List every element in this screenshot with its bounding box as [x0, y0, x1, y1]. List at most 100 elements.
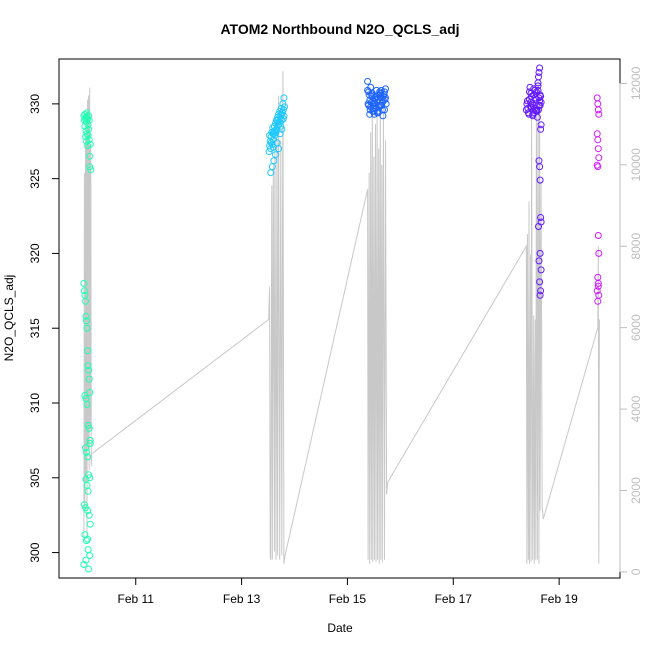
data-point [270, 157, 278, 165]
data-point [595, 110, 603, 118]
data-point [84, 507, 92, 515]
y-axis-left: 300 305 310 315 320 325 330 [28, 94, 60, 563]
data-point [86, 439, 94, 447]
data-point [529, 110, 537, 118]
data-point [86, 436, 94, 444]
data-point [594, 163, 602, 171]
y2-tick-label: 12000 [629, 66, 643, 100]
y-tick-label: 300 [28, 542, 42, 562]
data-point [381, 106, 388, 114]
data-point [278, 125, 286, 133]
data-point [528, 103, 536, 111]
data-point [85, 424, 93, 432]
data-point [86, 152, 94, 160]
data-point [83, 324, 91, 332]
data-point [536, 176, 544, 184]
data-point [85, 366, 93, 374]
data-point [277, 122, 285, 130]
y-tick-label: 325 [28, 168, 42, 188]
data-points-layer [80, 64, 603, 573]
data-point [593, 130, 601, 138]
data-point [594, 106, 602, 114]
data-point [365, 91, 373, 99]
data-point [84, 347, 92, 355]
data-point [536, 278, 544, 286]
data-point [536, 101, 544, 109]
data-point [85, 112, 93, 120]
data-point [536, 64, 544, 72]
series-3 [364, 77, 390, 120]
data-point [594, 279, 602, 287]
data-point [536, 249, 544, 257]
data-point [537, 266, 545, 274]
series-5 [593, 94, 603, 305]
data-point [80, 287, 88, 295]
y-tick-label: 305 [28, 467, 42, 487]
data-point [87, 166, 95, 174]
data-point [594, 136, 602, 144]
data-point [365, 101, 373, 109]
data-point [595, 154, 603, 162]
data-point [537, 92, 545, 100]
y2-tick-label: 2000 [629, 477, 643, 504]
data-point [82, 297, 89, 305]
y-axis-label: N2O_QCLS_adj [2, 275, 16, 362]
data-point [369, 107, 377, 115]
data-point [272, 151, 279, 159]
data-point [83, 317, 90, 325]
data-point [82, 312, 90, 320]
data-point [83, 537, 90, 545]
data-point [83, 448, 90, 456]
data-point [82, 444, 89, 452]
data-point [84, 421, 92, 429]
data-point [83, 401, 91, 408]
data-point [526, 95, 533, 103]
data-point [373, 109, 381, 117]
y2-tick-label: 4000 [629, 395, 643, 422]
data-point [84, 121, 92, 129]
data-point [593, 287, 601, 295]
data-point [80, 501, 88, 509]
data-point [85, 125, 93, 133]
data-point [594, 145, 602, 153]
data-point [280, 112, 288, 120]
series-2 [265, 94, 288, 177]
data-point [377, 86, 385, 94]
data-point [535, 223, 542, 230]
data-point [535, 94, 543, 102]
data-point [527, 98, 535, 106]
data-point [535, 69, 543, 76]
data-point [530, 91, 538, 99]
data-point [85, 116, 93, 124]
data-point [84, 362, 92, 370]
data-point [536, 291, 544, 299]
data-point [86, 140, 94, 148]
x-tick-label: Feb 19 [540, 592, 578, 606]
data-point [86, 163, 94, 171]
series-1 [80, 109, 95, 573]
x-axis: Feb 11 Feb 13 Feb 15 Feb 17 Feb 19 [118, 577, 578, 606]
data-point [80, 561, 88, 568]
data-point [267, 139, 275, 147]
data-point [594, 297, 602, 305]
data-point [266, 131, 274, 139]
data-point [269, 143, 277, 151]
data-point [82, 556, 90, 564]
x-tick-label: Feb 17 [435, 592, 473, 606]
data-point [595, 249, 603, 257]
data-point [84, 546, 92, 554]
data-point [534, 79, 542, 87]
data-point [85, 136, 93, 144]
data-point [534, 86, 542, 94]
y2-tick-label: 8000 [629, 233, 643, 260]
data-point [535, 257, 543, 265]
data-point [593, 94, 601, 102]
y2-tick-label: 10000 [629, 148, 643, 182]
data-point [536, 97, 544, 105]
data-point [533, 106, 541, 114]
data-point [85, 511, 93, 519]
data-point [594, 100, 602, 108]
data-point [364, 77, 372, 85]
data-point [537, 121, 545, 129]
